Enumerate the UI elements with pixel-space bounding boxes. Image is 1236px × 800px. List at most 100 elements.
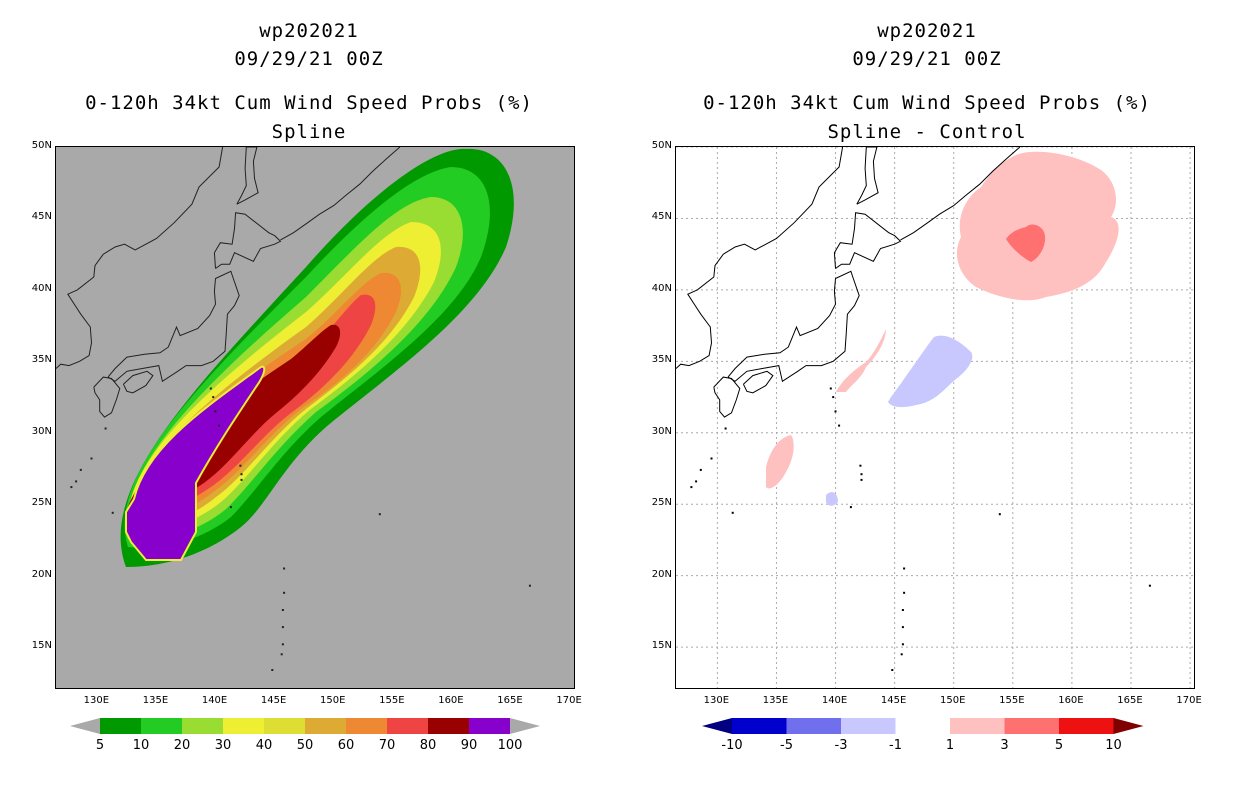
islet-9 [280,653,283,656]
islet-6 [849,506,852,509]
prob-band-100 [125,365,266,561]
islet-16 [528,584,531,587]
lon-label: 135E [762,695,789,706]
colorbar-label: -3 [834,738,848,753]
lon-label: 170E [556,695,582,706]
colorbar-swatch [469,718,510,734]
diff-pos-south [766,435,794,489]
colorbar-label: -5 [780,738,793,753]
islet-10 [891,669,894,671]
islet-11 [281,626,284,629]
colorbar-label: 3 [1000,738,1009,753]
lon-label: 145E [880,695,907,706]
coast-japan-honshu [727,270,860,383]
islet-18 [75,480,78,483]
right-panel: wp202021 09/29/21 00Z 0-120h 34kt Cum Wi… [618,0,1236,800]
coast-sakhalin [856,147,879,205]
lat-label: 50N [31,140,52,151]
colorbar-label: 1 [945,738,955,753]
colorbar-label: 5 [95,738,105,753]
islet-9 [900,653,903,656]
islet-8 [281,643,284,646]
lat-label: 45N [651,211,672,223]
islet-1 [212,396,215,399]
colorbar-label: 5 [1054,738,1064,753]
islet-12 [901,609,904,611]
colorbar-label: 50 [296,738,314,753]
colorbar-swatch [223,718,264,734]
colorbar-label: 10 [132,738,150,753]
islet-12 [281,609,284,611]
lon-label: 150E [320,695,346,706]
coast-russia-primorye [723,147,844,255]
lat-label: 35N [31,354,52,366]
lon-label: 160E [438,695,464,706]
lon-label: 165E [1117,695,1143,706]
islet-15 [998,513,1001,516]
difference-map [675,146,1195,689]
islet-14 [903,567,906,570]
colorbar-swatch [387,718,428,734]
lat-label: 15N [651,640,672,652]
colorbar-swatch [264,718,305,734]
lat-label: 25N [651,497,672,509]
coast-shikoku [742,370,774,394]
coast-kyushu [713,376,741,418]
lon-label: 155E [999,695,1025,706]
coast-korea [56,253,104,369]
colorbar-left-arrow [702,718,732,734]
lon-label: 145E [260,695,287,706]
colorbar-swatch [950,718,1005,734]
islet-0 [209,387,212,390]
colorbar-swatch [141,718,182,734]
islet-8 [901,643,904,646]
islet-22 [690,486,693,489]
coastlines [676,147,1151,671]
colorbar-label: 80 [419,738,437,753]
colorbar-right-arrow [1113,718,1144,734]
islet-2 [834,410,837,413]
islet-13 [283,591,286,594]
colorbar-swatch [895,718,950,734]
islet-13 [903,591,906,594]
islet-21 [104,427,107,430]
storm-id-title-right: wp202021 [877,20,977,42]
product-subtitle-right: Spline - Control [827,121,1027,143]
islet-17 [111,511,114,514]
islet-14 [283,567,286,570]
coast-hokkaido [213,212,282,269]
lat-label: 30N [31,425,52,437]
colorbar-swatch [1004,718,1059,734]
colorbar-label: 20 [173,738,191,753]
islet-20 [90,457,93,460]
islet-2 [214,410,217,413]
diff-neg-small [826,492,838,506]
probability-map [55,146,575,689]
islet-7 [859,464,862,467]
difference-map-canvas [676,147,1194,688]
gridlines [676,147,1194,688]
islet-19 [79,468,82,471]
left-panel: wp202021 09/29/21 00Z 0-120h 34kt Cum Wi… [31,20,582,753]
lat-label: 40N [651,282,672,294]
islet-17 [731,511,734,514]
islet-22 [70,486,73,489]
islet-5 [240,478,243,481]
lat-label: 50N [651,140,672,151]
lat-label: 45N [31,211,52,223]
coast-shikoku [122,370,154,394]
lon-label: 160E [1058,695,1084,706]
colorbar [702,718,1144,734]
islet-0 [829,387,832,390]
colorbar-label: 10 [1105,738,1122,753]
colorbar-left-arrow [70,718,100,734]
lat-label: 20N [651,568,672,580]
colorbar-label: 40 [255,738,273,753]
lon-label: 150E [940,695,966,706]
islet-20 [710,457,713,460]
colorbar-swatch [841,718,896,734]
colorbar-swatch [346,718,387,734]
colorbar-swatch [786,718,841,734]
lon-label: 155E [379,695,405,706]
islet-6 [229,506,232,509]
